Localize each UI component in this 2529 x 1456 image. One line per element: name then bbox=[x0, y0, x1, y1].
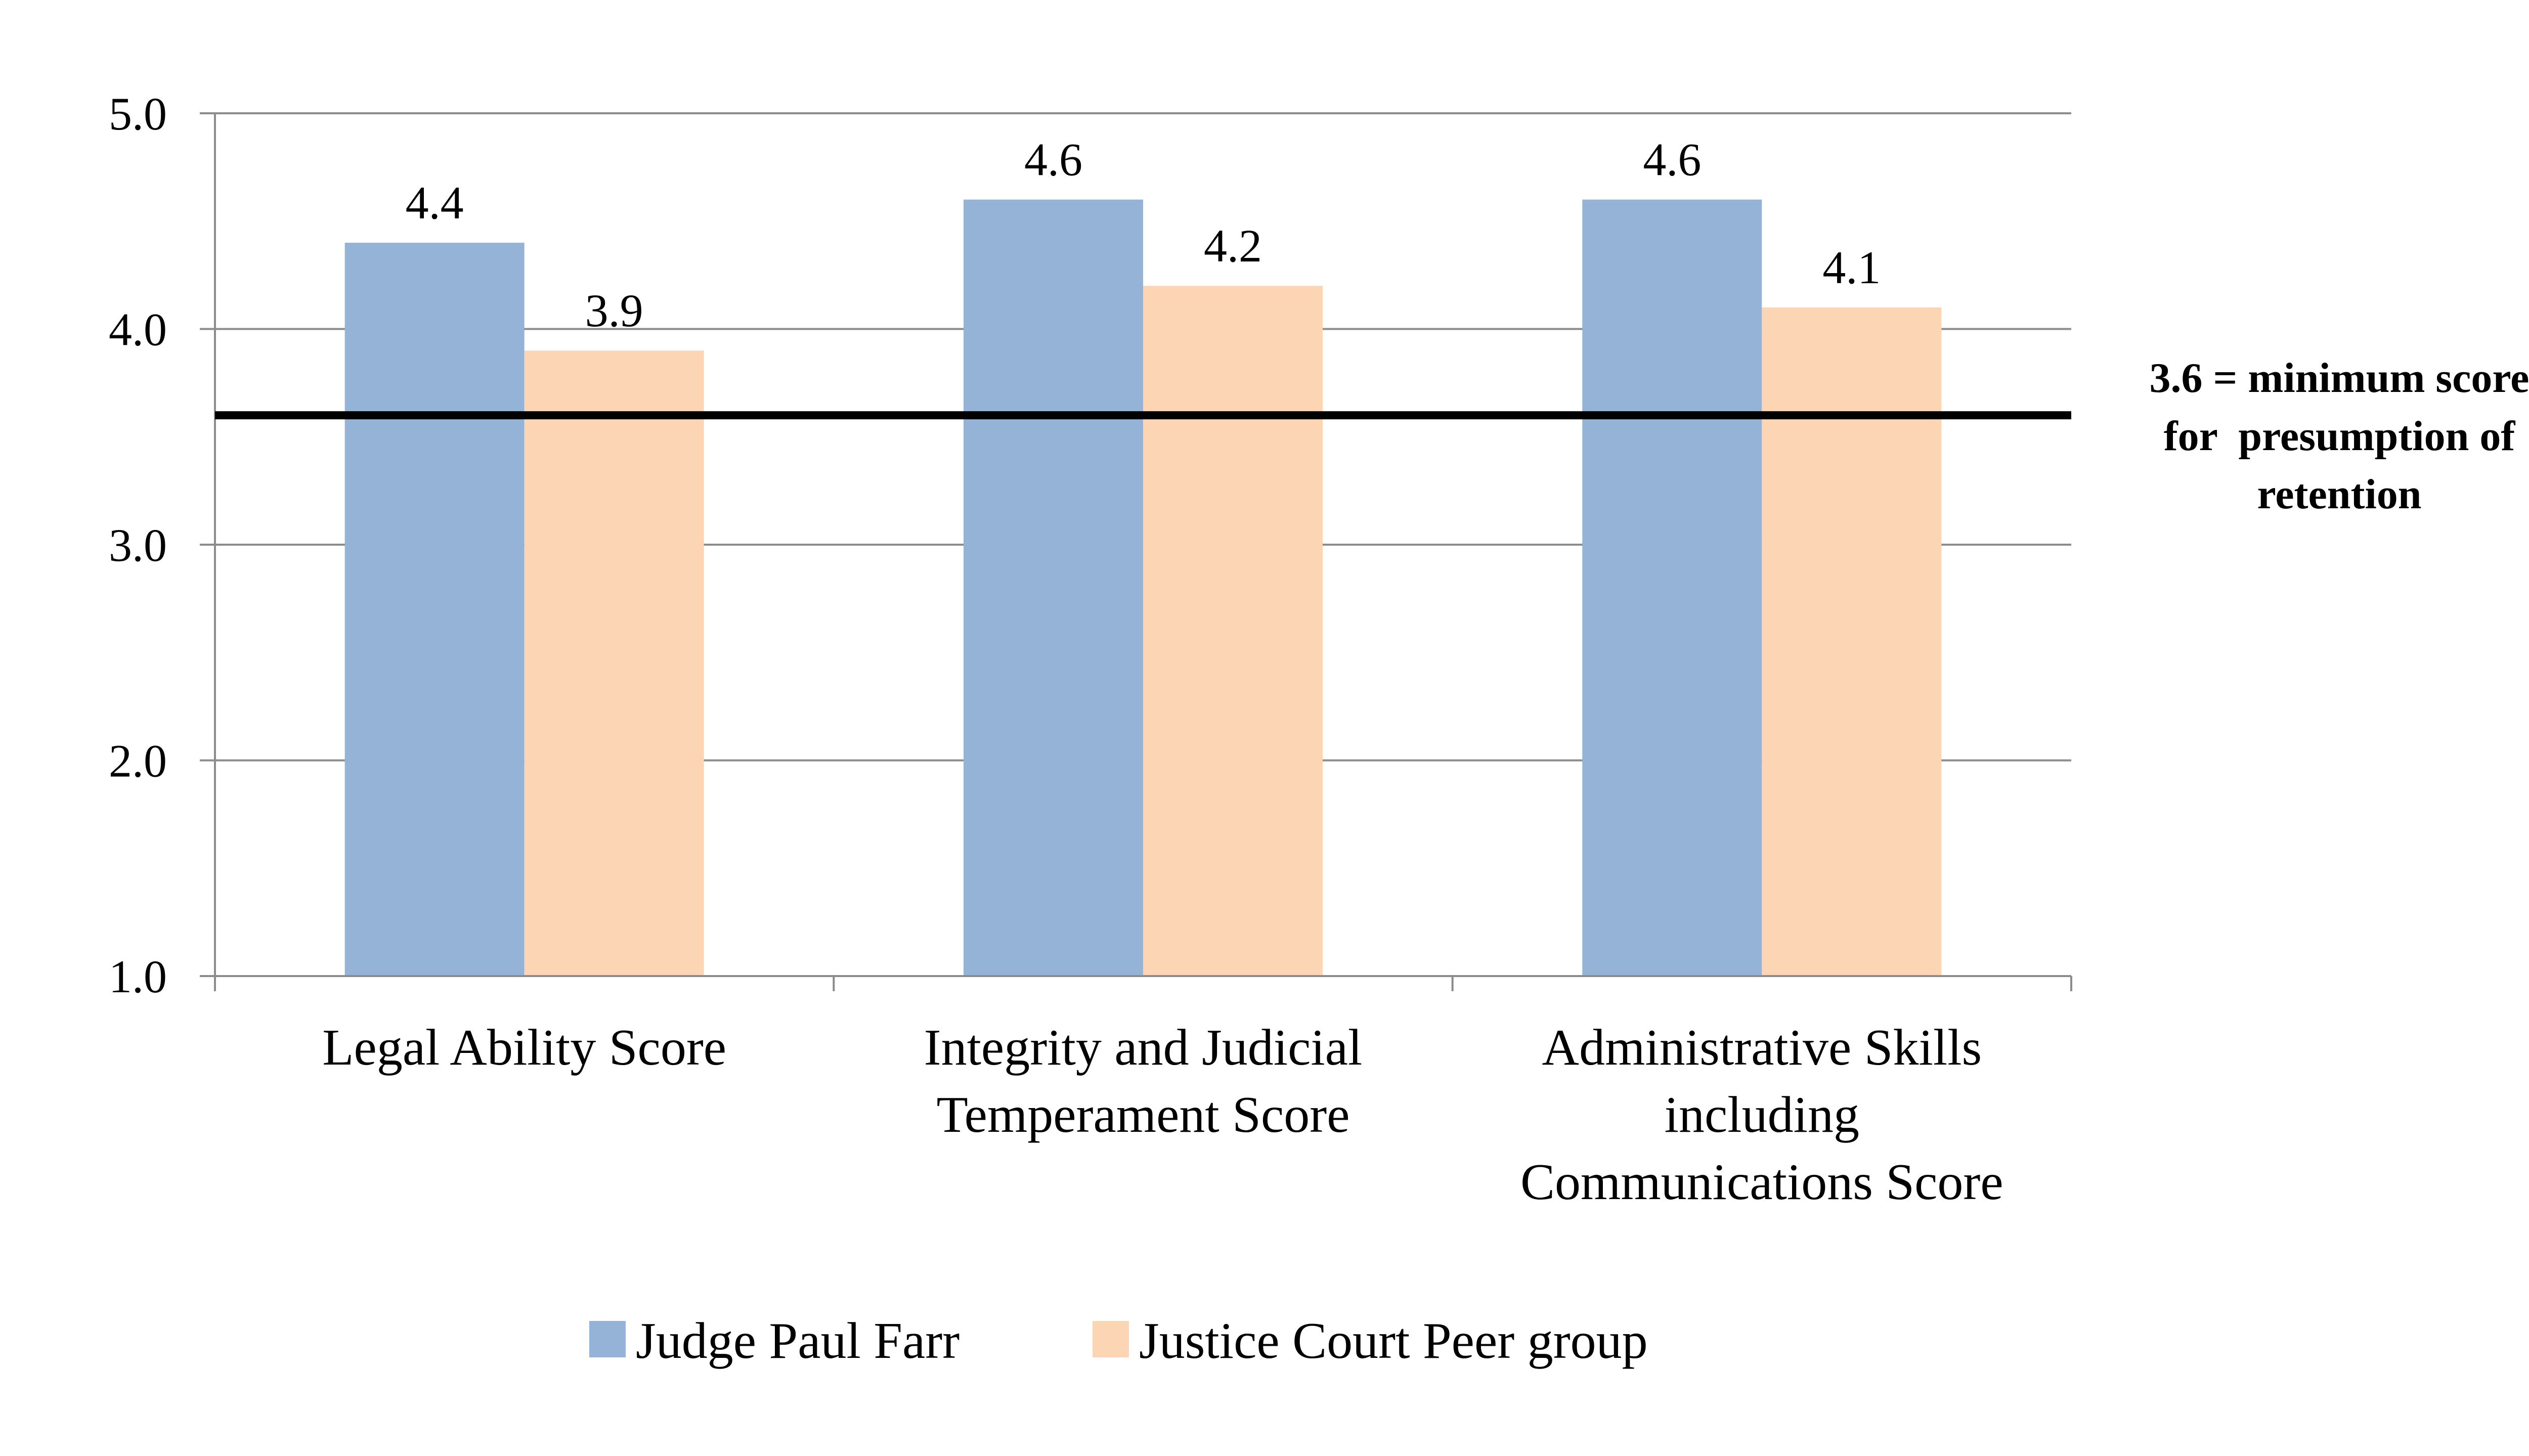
y-tick-label: 1.0 bbox=[109, 951, 167, 1002]
reference-line-label: for presumption of bbox=[2164, 413, 2516, 460]
bar bbox=[344, 242, 525, 976]
data-label: 4.2 bbox=[1204, 220, 1262, 272]
y-tick-label: 5.0 bbox=[109, 88, 167, 140]
x-category-label: including bbox=[1665, 1086, 1859, 1143]
bar bbox=[1762, 307, 1942, 976]
axes: 1.0 2.0 3.0 4.0 5.0 bbox=[109, 88, 2072, 1002]
data-label: 4.6 bbox=[1024, 134, 1082, 186]
x-category-label: Legal Ability Score bbox=[322, 1019, 726, 1076]
bar bbox=[964, 199, 1143, 977]
data-label: 4.4 bbox=[406, 177, 464, 229]
bars bbox=[344, 199, 1942, 977]
data-label: 4.1 bbox=[1822, 242, 1881, 293]
legend-label: Justice Court Peer group bbox=[1139, 1312, 1648, 1370]
legend-swatch bbox=[1093, 1321, 1129, 1357]
x-category-label: Communications Score bbox=[1520, 1154, 2003, 1211]
bar bbox=[524, 350, 704, 976]
y-tick-label: 3.0 bbox=[109, 519, 167, 571]
bar bbox=[1582, 199, 1762, 977]
legend-label: Judge Paul Farr bbox=[636, 1312, 960, 1370]
y-tick-label: 2.0 bbox=[109, 735, 167, 787]
y-tick-label: 4.0 bbox=[109, 304, 167, 356]
data-label: 4.6 bbox=[1643, 134, 1701, 186]
x-category-label: Integrity and Judicial bbox=[924, 1019, 1363, 1076]
bar bbox=[1143, 286, 1323, 977]
legend-swatch bbox=[589, 1321, 626, 1357]
x-category-label: Temperament Score bbox=[937, 1086, 1350, 1143]
data-label: 3.9 bbox=[585, 285, 643, 336]
reference-line-group: 3.6 = minimum score for presumption of ret… bbox=[215, 355, 2529, 518]
reference-line-label: retention bbox=[2257, 471, 2421, 518]
legend: Judge Paul Farr Justice Court Peer group bbox=[589, 1312, 1648, 1370]
reference-line-label: 3.6 = minimum score bbox=[2150, 355, 2529, 402]
labels: 4.4 3.9 Legal Ability Score 4.6 4.2 Integrity… bbox=[322, 134, 2003, 1211]
x-category-label: Administrative Skills bbox=[1542, 1019, 1982, 1076]
